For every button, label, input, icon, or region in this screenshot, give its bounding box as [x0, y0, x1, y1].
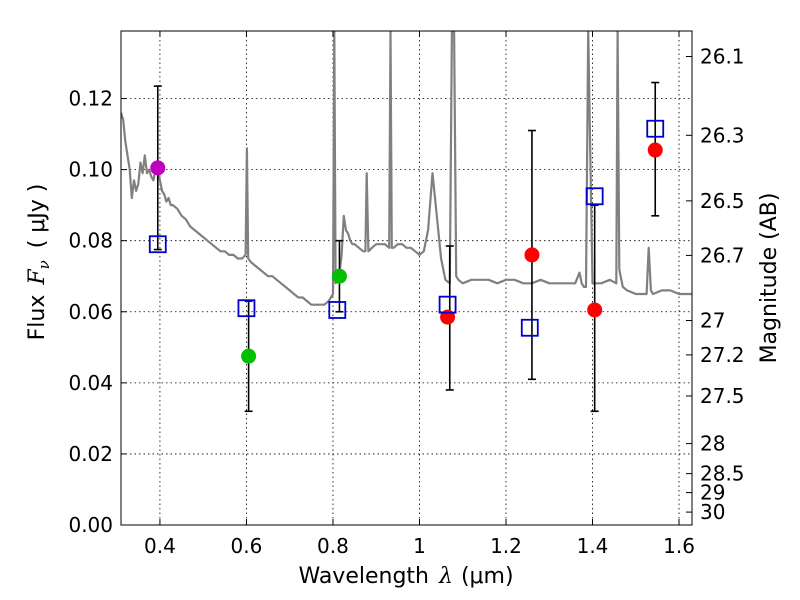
model-square-point [438, 295, 457, 314]
right-tick-label: 28.5 [700, 462, 745, 486]
y-tick-label: 0.04 [68, 371, 113, 395]
model-square-point [646, 119, 665, 138]
model-square-point [148, 235, 167, 254]
plot-area [121, 31, 692, 413]
y-tick-label: 0.02 [68, 442, 113, 466]
observed-magenta-point [150, 160, 166, 176]
right-tick-label: 28 [700, 432, 725, 456]
x-axis-label-text: Wavelength [298, 564, 429, 589]
y-axis-label-subscript: ν [35, 260, 53, 269]
plot-clipped-group [121, 31, 692, 413]
right-tick-label: 26.3 [700, 123, 745, 147]
model-square-point [520, 318, 539, 337]
model-square-point [328, 301, 347, 319]
x-tick-label: 0.4 [144, 534, 176, 558]
y-axis-label: Flux Fν ( μJy ) [25, 184, 53, 341]
y-tick-label: 0.10 [68, 158, 113, 182]
right-tick-label: 27 [700, 308, 725, 332]
observed-green-point [331, 268, 347, 284]
grid-lines [121, 31, 692, 525]
right-tick-label: 26.1 [700, 44, 745, 68]
right-tick-label: 29 [700, 481, 725, 505]
y-axis-ticks: 0.00 0.02 0.04 0.06 0.08 0.10 0.12 [68, 87, 127, 537]
model-square-point [585, 187, 604, 206]
y-tick-label: 0.06 [68, 300, 113, 324]
y-axis-label-unit: ( μJy ) [25, 184, 50, 249]
right-tick-label: 27.5 [700, 384, 745, 408]
y-tick-label: 0.08 [68, 229, 113, 253]
observed-green-point [241, 348, 257, 364]
right-tick-label: 27.2 [700, 343, 745, 367]
observed-red-point [647, 142, 663, 158]
x-tick-label: 0.8 [317, 534, 349, 558]
observed-red-point [587, 302, 603, 318]
x-tick-label: 1.4 [577, 534, 609, 558]
right-tick-label: 26.5 [700, 189, 745, 213]
right-tick-label: 30 [700, 500, 725, 524]
x-tick-label: 1.6 [663, 534, 695, 558]
x-axis-ticks: 0.4 0.6 0.8 1 1.2 1.4 1.6 [144, 31, 695, 558]
x-axis-label-unit: (μm) [461, 564, 514, 589]
y-axis-label-symbol: F [25, 269, 50, 286]
x-tick-label: 0.6 [231, 534, 263, 558]
spectrum-line [121, 31, 692, 306]
x-axis-label-symbol: λ [438, 564, 453, 589]
x-tick-label: 1.2 [490, 534, 522, 558]
y-tick-label: 0.12 [68, 87, 113, 111]
observed-red-point [524, 247, 540, 263]
right-axis-label: Magnitude (AB) [757, 193, 782, 364]
y-tick-label: 0.00 [68, 513, 113, 537]
right-tick-label: 26.7 [700, 243, 745, 267]
x-axis-label: Wavelength λ (μm) [298, 564, 513, 589]
x-tick-label: 1 [413, 534, 426, 558]
model-square-point [237, 299, 256, 318]
y-axis-label-text: Flux [25, 295, 50, 341]
plot-frame [120, 30, 693, 526]
